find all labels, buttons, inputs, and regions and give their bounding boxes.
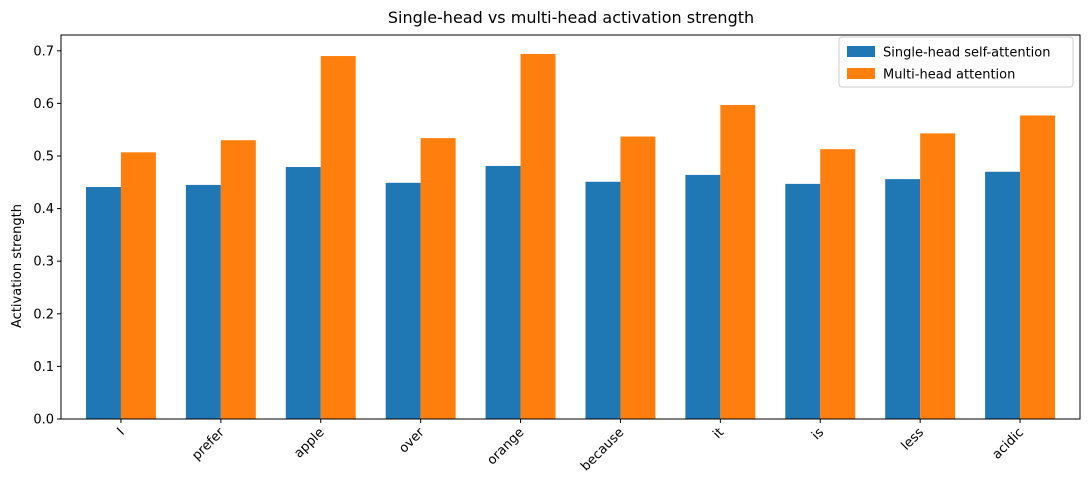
legend-label: Single-head self-attention: [883, 46, 1050, 61]
x-tick-label: because: [578, 425, 627, 474]
bar-multi-head-acidic: [1020, 115, 1056, 419]
y-tick-label: 0.6: [33, 97, 54, 112]
x-tick-label: acidic: [990, 425, 1027, 462]
x-tick-label: apple: [291, 425, 327, 461]
bar-multi-head-prefer: [220, 140, 256, 419]
y-tick-label: 0.1: [33, 360, 54, 375]
axes-frame: [60, 34, 1081, 420]
x-tick-label: I: [114, 425, 127, 438]
bar-single-head-acidic: [985, 171, 1021, 419]
bar-single-head-apple: [285, 167, 321, 419]
x-tick-label: over: [396, 425, 428, 457]
y-tick-label: 0.2: [33, 307, 54, 322]
plot-area: 0.0 0.1 0.2 0.3 0.4 0.5 0.6 0.7 I prefer apple over…: [33, 34, 1081, 474]
bar-single-head-because: [585, 181, 621, 419]
bar-multi-head-orange: [520, 53, 556, 419]
legend-box: [838, 36, 1074, 88]
x-tick-label: orange: [484, 425, 527, 468]
bar-single-head-is: [785, 183, 821, 419]
y-tick-label: 0.7: [33, 44, 54, 59]
bar-single-head-it: [685, 174, 721, 419]
legend-swatch: [847, 46, 875, 57]
y-axis-label: Activation strength: [10, 204, 25, 328]
legend: Single-head self-attention Multi-head att…: [838, 36, 1074, 88]
chart-title: Single-head vs multi-head activation str…: [388, 8, 754, 27]
y-tick-label: 0.0: [33, 413, 54, 428]
bar-multi-head-over: [420, 138, 456, 419]
bar-single-head-orange: [485, 165, 521, 419]
x-tick-label: is: [809, 425, 827, 443]
bar-multi-head-apple: [320, 56, 356, 419]
x-tick-label: prefer: [189, 425, 228, 464]
bar-single-head-I: [85, 187, 121, 419]
y-tick-label: 0.4: [33, 202, 54, 217]
y-tick-label: 0.3: [33, 255, 54, 270]
bar-multi-head-it: [720, 104, 756, 420]
bar-multi-head-less: [920, 133, 956, 419]
x-tick-label: less: [899, 425, 928, 454]
x-tick-label: it: [710, 425, 727, 442]
bar-multi-head-because: [620, 136, 656, 419]
bar-multi-head-is: [820, 149, 856, 419]
legend-swatch: [847, 68, 875, 79]
bar-multi-head-I: [120, 152, 156, 420]
bar-single-head-over: [385, 182, 421, 419]
bar-single-head-prefer: [185, 184, 221, 419]
y-tick-label: 0.5: [33, 149, 54, 164]
bar-single-head-less: [885, 179, 921, 419]
legend-label: Multi-head attention: [883, 68, 1015, 83]
